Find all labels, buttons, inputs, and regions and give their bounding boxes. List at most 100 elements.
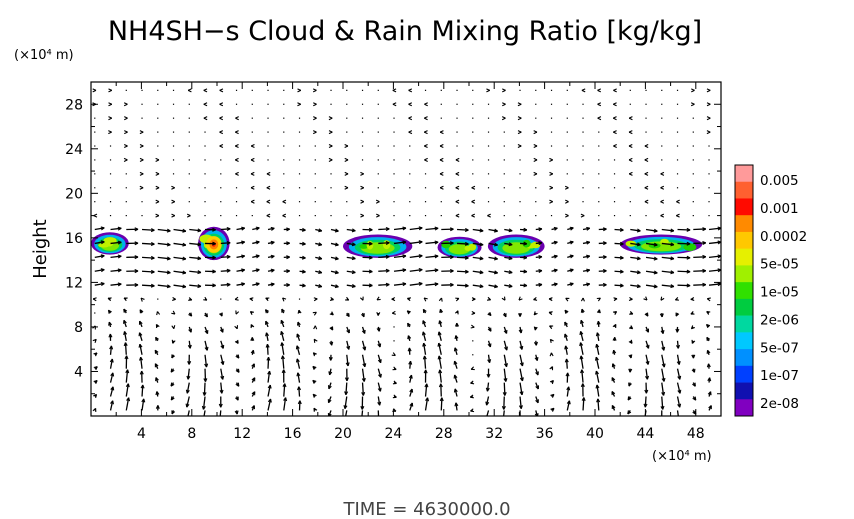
vector-dot	[566, 145, 568, 147]
vector-arrow	[124, 130, 128, 135]
vector-arrow	[252, 254, 260, 259]
vector-dot	[172, 103, 175, 105]
vector-arrow	[154, 349, 159, 356]
vector-arrow	[219, 144, 224, 149]
vector-dot	[188, 173, 190, 175]
vector-dot	[519, 173, 521, 175]
vector-dot	[330, 187, 332, 189]
vector-arrow	[220, 268, 231, 273]
vector-arrow	[598, 227, 607, 232]
vector-arrow	[361, 340, 367, 351]
vector-arrow	[391, 297, 396, 302]
vector-dot	[361, 117, 364, 119]
vector-arrow	[344, 382, 349, 396]
vector-dot	[424, 173, 427, 175]
vector-arrow	[251, 391, 256, 397]
vector-arrow	[455, 157, 460, 162]
vector-arrow	[407, 347, 412, 355]
vector-dot	[550, 131, 553, 133]
vector-arrow	[283, 255, 290, 260]
vector-arrow	[661, 270, 675, 275]
vector-arrow	[406, 310, 411, 315]
vector-arrow	[203, 368, 208, 382]
vector-arrow	[408, 116, 413, 121]
vector-arrow	[236, 268, 246, 273]
vector-arrow	[234, 325, 239, 330]
vector-dot	[661, 89, 663, 91]
vector-arrow	[141, 228, 155, 233]
vector-arrow	[661, 242, 675, 247]
vector-arrow	[361, 354, 367, 368]
vector-dot	[393, 201, 395, 203]
vector-arrow	[472, 284, 484, 289]
vector-arrow	[424, 116, 428, 121]
vector-arrow	[661, 410, 663, 416]
vector-arrow	[594, 356, 600, 369]
vector-dot	[535, 103, 537, 105]
cloud-cell	[464, 245, 472, 251]
vector-arrow	[296, 333, 301, 342]
vector-arrow	[598, 282, 607, 287]
vector-arrow	[299, 241, 306, 246]
vector-arrow	[533, 326, 538, 331]
vector-dot	[346, 131, 348, 133]
vector-arrow	[424, 157, 428, 162]
x-tick-labels: 4 8 12 16 20 24 28 32 36 40 44 48	[137, 426, 705, 442]
vector-arrow	[266, 171, 271, 176]
vector-dot	[503, 131, 505, 133]
vector-arrow	[613, 102, 617, 107]
vector-arrow	[644, 382, 649, 394]
vector-arrow	[487, 354, 492, 363]
vector-arrow	[706, 88, 711, 93]
vector-arrow	[188, 312, 193, 317]
vector-arrow	[360, 185, 365, 190]
vector-dot	[409, 159, 411, 161]
vector-arrow	[346, 256, 356, 261]
vector-arrow	[123, 342, 128, 355]
vector-arrow	[595, 332, 600, 341]
vector-arrow	[611, 377, 616, 383]
vector-arrow	[706, 130, 711, 135]
vector-arrow	[205, 255, 216, 260]
vector-arrow	[155, 391, 160, 397]
vector-arrow	[645, 270, 658, 275]
vector-dot	[424, 201, 427, 203]
vector-arrow	[235, 368, 240, 373]
vector-arrow	[171, 410, 176, 415]
vector-arrow	[677, 227, 691, 232]
vector-arrow	[645, 368, 650, 380]
vector-arrow	[439, 157, 444, 162]
vector-arrow	[441, 241, 454, 246]
vector-arrow	[236, 240, 246, 245]
vector-arrow	[439, 308, 444, 314]
colorbar-label: 1e-05	[760, 285, 799, 301]
vector-dot	[692, 201, 694, 203]
vector-arrow	[676, 213, 680, 218]
vector-arrow	[455, 213, 460, 218]
colorbar-swatch	[735, 332, 753, 350]
vector-dot	[582, 187, 584, 189]
vector-arrow	[220, 368, 225, 380]
vector-arrow	[189, 270, 202, 275]
vector-dot	[393, 117, 395, 119]
vector-arrow	[549, 171, 554, 176]
vector-arrow	[549, 380, 554, 385]
vector-dot	[109, 201, 112, 203]
vector-arrow	[393, 254, 407, 259]
vector-arrow	[595, 370, 600, 383]
vector-arrow	[645, 242, 658, 247]
vector-arrow	[487, 326, 492, 332]
vector-arrow	[236, 282, 246, 287]
vector-arrow	[409, 240, 423, 245]
vector-arrow	[422, 308, 427, 314]
vector-dot	[251, 103, 253, 105]
vector-arrow	[376, 312, 381, 316]
vector-arrow	[423, 369, 428, 383]
vector-dot	[550, 103, 553, 105]
vector-arrow	[139, 185, 144, 190]
vector-arrow	[661, 368, 666, 382]
vector-dot	[188, 201, 190, 203]
vector-dot	[283, 89, 285, 91]
vector-arrow	[693, 227, 707, 232]
vector-arrow	[346, 242, 356, 247]
